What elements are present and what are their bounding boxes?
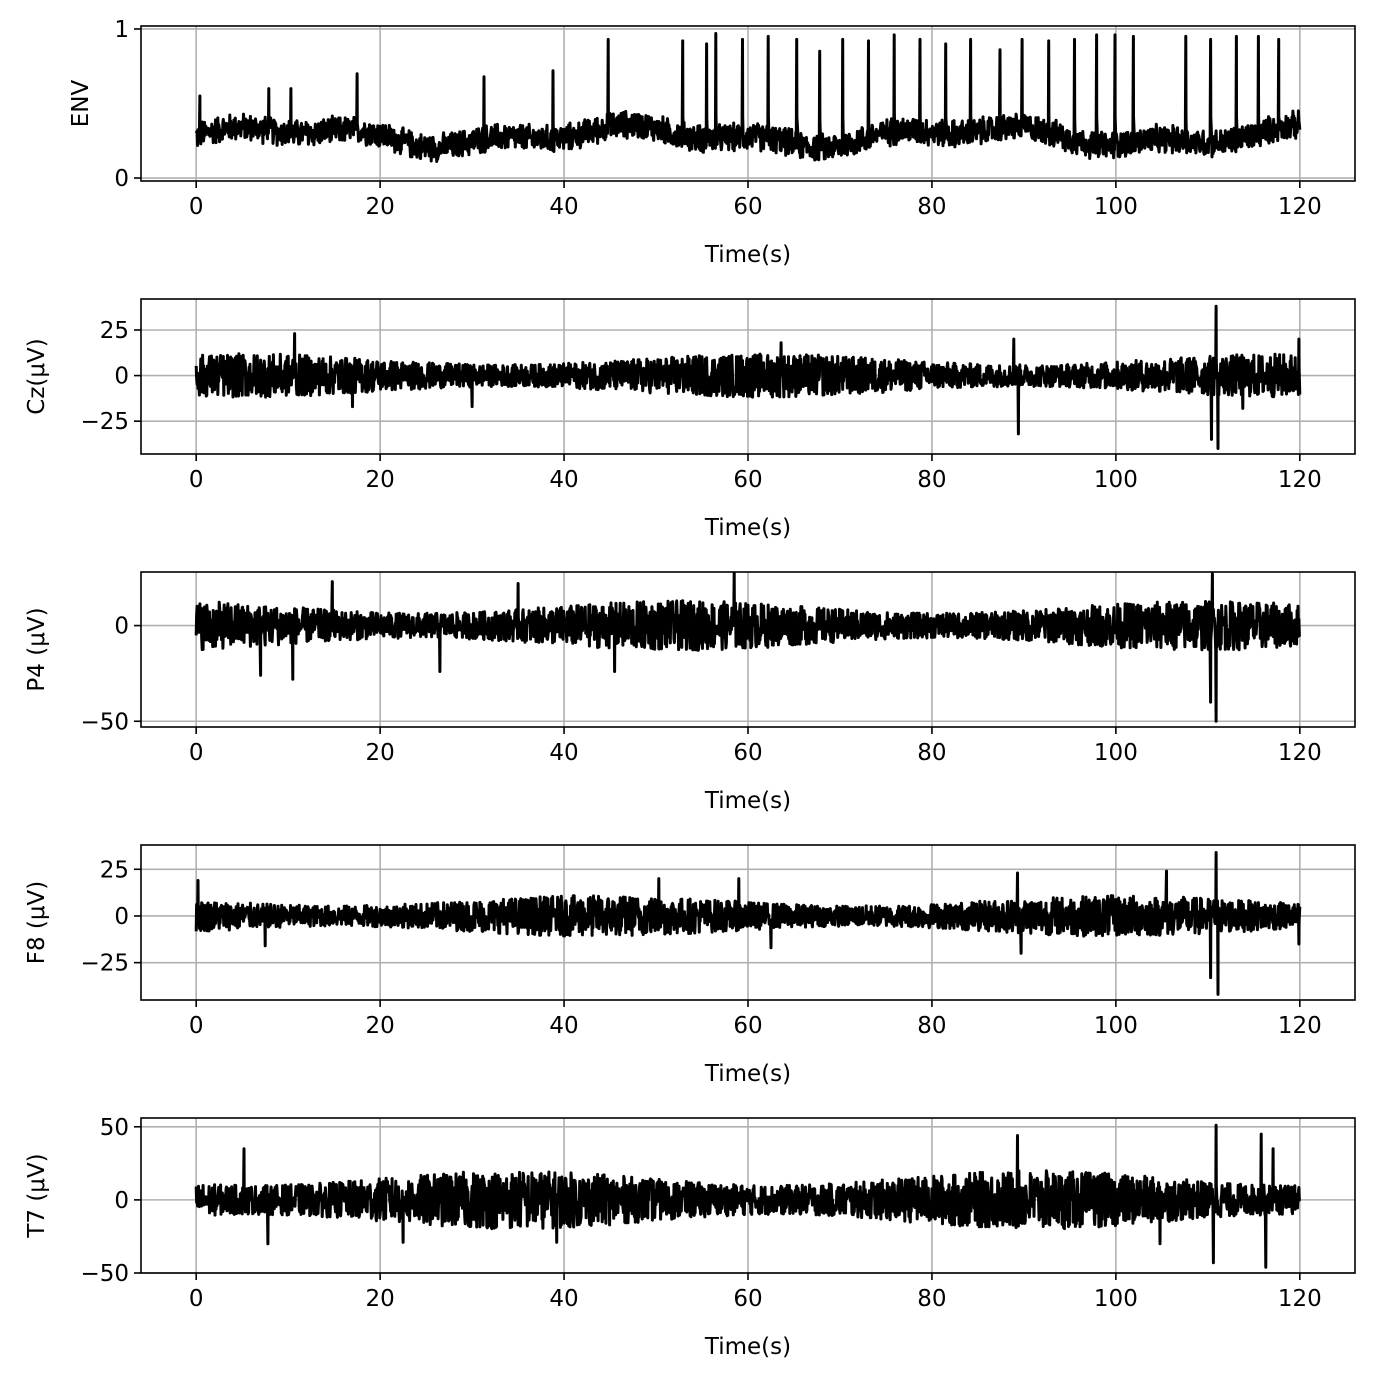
x-tick-label: 40 (549, 740, 578, 766)
x-tick-label: 100 (1094, 467, 1138, 493)
x-tick-label: 120 (1278, 467, 1322, 493)
x-tick-label: 120 (1278, 194, 1322, 220)
panel-4: 0 20 40 60 80 100 120 −25 0 25 Time(s) F8 (μV) (24, 844, 1356, 1087)
x-tick-label: 0 (189, 1286, 204, 1312)
x-tick-label: 100 (1094, 740, 1138, 766)
x-axis-label: Time(s) (704, 788, 791, 814)
x-tick-label: 120 (1278, 740, 1322, 766)
y-tick-label: −50 (80, 1261, 129, 1287)
x-tick-label: 20 (365, 467, 394, 493)
panel-3: 0 20 40 60 80 100 120 −50 0 Time(s) P4 (μV) (24, 571, 1356, 814)
y-tick-label: 1 (114, 17, 129, 43)
signal-line (194, 1123, 1301, 1269)
x-tick-label: 80 (917, 1286, 946, 1312)
y-tick-label: 0 (114, 904, 129, 930)
x-tick-label: 80 (917, 467, 946, 493)
y-tick-label: 50 (100, 1115, 129, 1141)
x-tick-label: 40 (549, 1286, 578, 1312)
y-tick-label: −25 (80, 951, 129, 977)
x-tick-label: 0 (189, 467, 204, 493)
x-tick-label: 120 (1278, 1286, 1322, 1312)
x-axis-label: Time(s) (704, 242, 791, 268)
y-tick-label: 0 (114, 1188, 129, 1214)
x-axis-label: Time(s) (704, 1334, 791, 1360)
x-tick-label: 0 (189, 740, 204, 766)
x-tick-label: 60 (733, 467, 762, 493)
x-tick-label: 40 (549, 194, 578, 220)
x-tick-label: 20 (365, 1013, 394, 1039)
x-tick-label: 0 (189, 1013, 204, 1039)
x-tick-label: 60 (733, 1286, 762, 1312)
x-tick-label: 40 (549, 467, 578, 493)
y-tick-label: −50 (80, 709, 129, 735)
signal-line (194, 32, 1302, 163)
signal-line (194, 304, 1302, 450)
y-tick-label: 25 (100, 318, 129, 344)
x-tick-label: 100 (1094, 1013, 1138, 1039)
y-tick-label: 25 (100, 857, 129, 883)
y-tick-label: 0 (114, 364, 129, 390)
y-axis-label: F8 (μV) (24, 881, 50, 965)
y-axis-label: P4 (μV) (24, 607, 50, 691)
y-tick-label: −25 (80, 409, 129, 435)
x-tick-label: 120 (1278, 1013, 1322, 1039)
x-tick-label: 100 (1094, 194, 1138, 220)
signal-line (194, 572, 1302, 723)
y-axis-label: ENV (68, 80, 94, 128)
x-tick-label: 60 (733, 1013, 762, 1039)
x-tick-label: 20 (365, 194, 394, 220)
x-tick-label: 20 (365, 1286, 394, 1312)
y-axis-label: Cz(μV) (24, 338, 50, 414)
x-axis-label: Time(s) (704, 1061, 791, 1087)
x-tick-label: 80 (917, 740, 946, 766)
x-tick-label: 40 (549, 1013, 578, 1039)
panel-5: 0 20 40 60 80 100 120 −50 0 50 Time(s) T7 (μV) (24, 1115, 1356, 1360)
y-axis-label: T7 (μV) (24, 1153, 50, 1238)
x-tick-label: 80 (917, 1013, 946, 1039)
x-axis-label: Time(s) (704, 515, 791, 541)
panel-2: 0 20 40 60 80 100 120 −25 0 25 Time(s) Cz(μV) (24, 298, 1356, 541)
x-tick-label: 60 (733, 740, 762, 766)
signal-line (194, 851, 1302, 996)
y-tick-label: 0 (114, 166, 129, 192)
x-tick-label: 80 (917, 194, 946, 220)
x-tick-label: 0 (189, 194, 204, 220)
y-tick-label: 0 (114, 614, 129, 640)
x-tick-label: 20 (365, 740, 394, 766)
x-tick-label: 100 (1094, 1286, 1138, 1312)
x-tick-label: 60 (733, 194, 762, 220)
panel-1: 0 20 40 60 80 100 120 0 1 Time(s) ENV (68, 17, 1356, 268)
